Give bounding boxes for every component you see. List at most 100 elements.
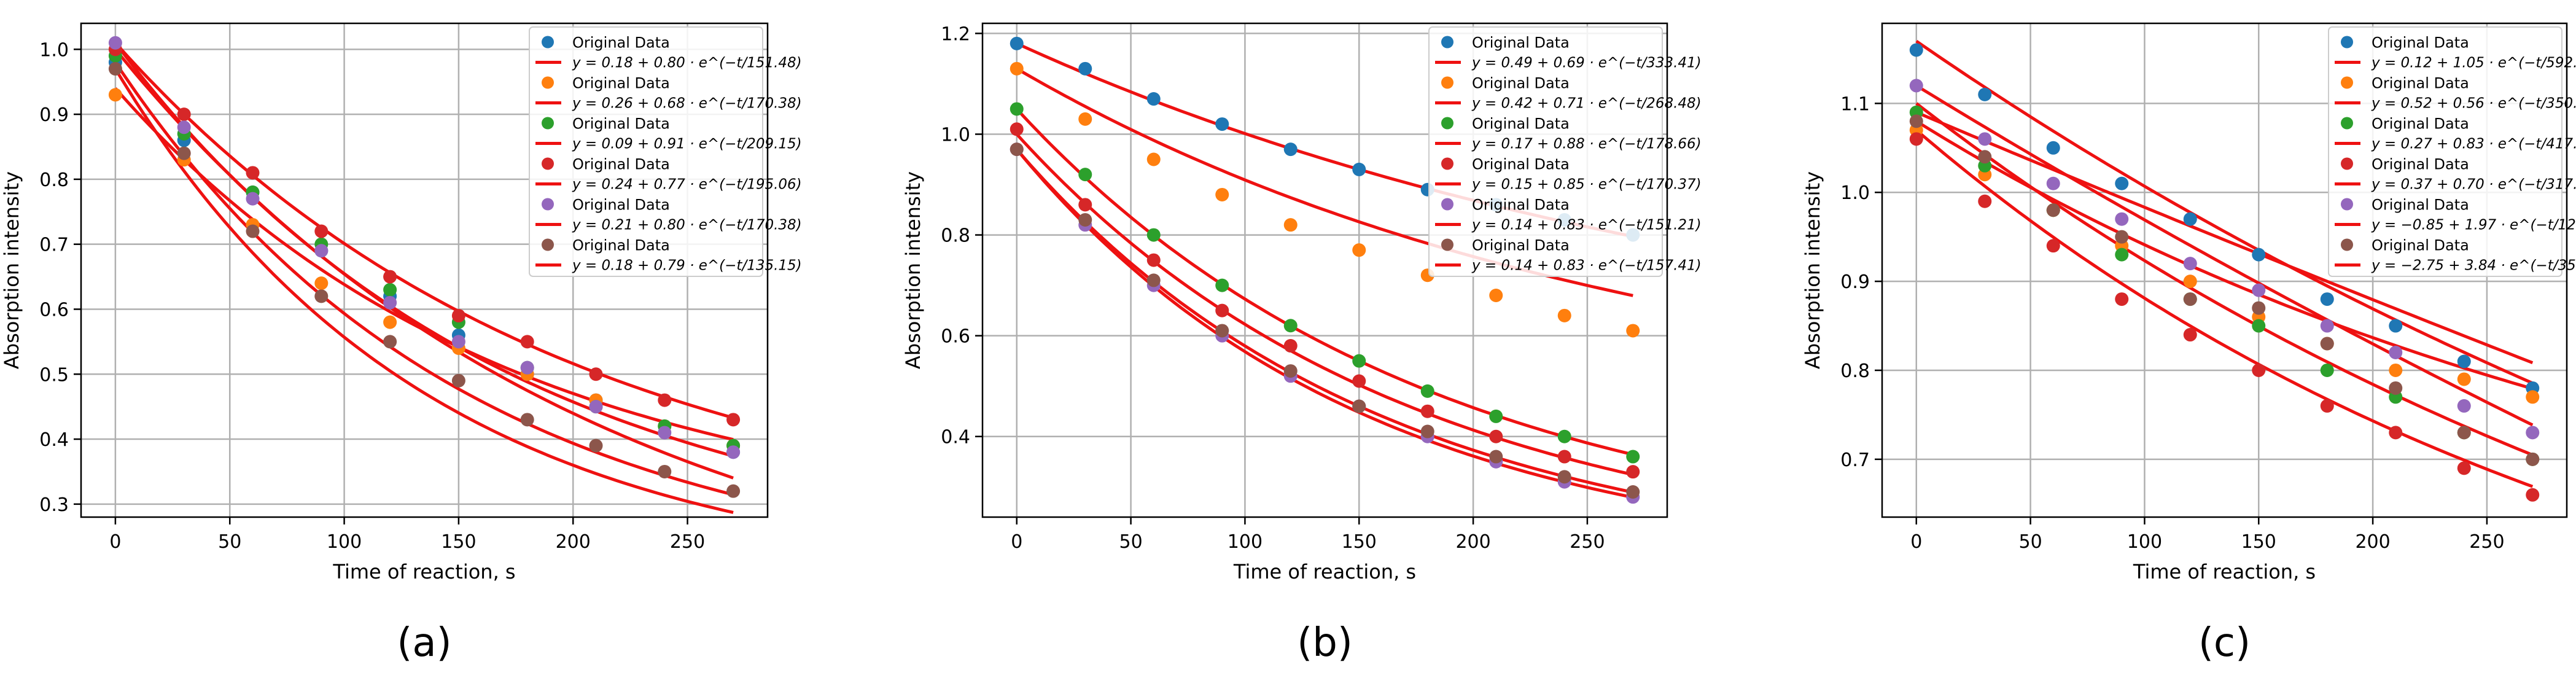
data-point-series-4 [2389, 426, 2403, 440]
data-point-series-1 [2183, 212, 2197, 226]
data-point-series-1 [1352, 162, 1366, 176]
legend-entry-data: Original Data [1472, 115, 1570, 133]
x-tick-label: 250 [2469, 531, 2504, 553]
y-tick-label: 0.3 [39, 494, 69, 516]
data-point-series-4 [520, 335, 534, 349]
legend-entry-data: Original Data [1472, 34, 1570, 52]
data-point-series-6 [2115, 230, 2129, 244]
y-tick-label: 0.8 [1840, 361, 1870, 382]
y-tick-label: 0.4 [941, 427, 970, 448]
legend-entry-data: Original Data [1472, 156, 1570, 173]
x-axis-label: Time of reaction, s [332, 560, 515, 583]
data-point-series-6 [1010, 142, 1024, 157]
data-point-series-2 [2389, 363, 2403, 377]
x-tick-label: 150 [1342, 531, 1377, 553]
legend: Original Data y = 0.12 + 1.05 · e^(−t/592… [2328, 26, 2576, 277]
data-point-series-4 [1626, 465, 1640, 479]
y-tick-label: 0.6 [39, 299, 69, 321]
legend-marker [542, 238, 554, 251]
data-point-series-5 [2389, 346, 2403, 359]
y-tick-label: 1.0 [941, 124, 970, 146]
data-point-series-4 [1010, 122, 1024, 136]
y-axis-label: Absorption intensity [901, 171, 925, 369]
data-point-series-3 [1010, 102, 1024, 116]
legend-entry-fit: y = 0.17 + 0.88 · e^(−t/178.66) [1471, 136, 1702, 152]
legend-marker [2341, 117, 2353, 130]
legend-entry-fit: y = 0.18 + 0.79 · e^(−t/135.15) [572, 258, 802, 274]
data-point-series-1 [1010, 36, 1024, 50]
y-tick-label: 1.2 [941, 23, 970, 45]
data-point-series-5 [177, 120, 191, 134]
legend-entry-fit: y = 0.15 + 0.85 · e^(−t/170.37) [1471, 177, 1702, 193]
data-point-series-4 [589, 367, 603, 381]
data-point-series-6 [2457, 426, 2471, 440]
fit-line-series-3 [1015, 107, 1633, 456]
data-point-series-6 [1078, 212, 1092, 227]
data-point-series-3 [2115, 248, 2129, 262]
legend-marker [1441, 157, 1453, 170]
data-point-series-4 [1078, 198, 1092, 212]
legend-entry-data: Original Data [2372, 237, 2469, 254]
legend-marker [2341, 238, 2353, 251]
x-tick-label: 250 [670, 531, 705, 553]
y-tick-label: 0.9 [39, 104, 69, 126]
fit-line-series-3 [1915, 102, 2534, 457]
fit-line-series-1 [1915, 39, 2534, 385]
legend-entry-data: Original Data [2372, 156, 2469, 173]
data-point-series-6 [2320, 337, 2334, 351]
data-point-series-2 [1146, 152, 1161, 166]
data-point-series-4 [2252, 363, 2266, 377]
data-point-series-2 [1078, 112, 1092, 126]
data-point-series-2 [314, 276, 329, 290]
data-point-series-6 [314, 289, 329, 303]
axes-frame [80, 22, 769, 518]
data-point-series-4 [1283, 339, 1298, 353]
y-axis-ticks: 0.7 0.8 0.9 1.0 1.1 [1840, 93, 1882, 471]
legend-entry-data: Original Data [572, 34, 670, 52]
y-axis-ticks: 0.3 0.4 0.5 0.6 0.7 0.8 0.9 1.0 [39, 39, 81, 516]
data-point-series-5 [520, 361, 534, 375]
legend-marker [542, 76, 554, 89]
x-axis-label: Time of reaction, s [1233, 560, 1416, 583]
data-point-series-5 [589, 400, 603, 414]
panel-label: (b) [1297, 620, 1353, 666]
legend-marker [542, 36, 554, 49]
data-point-series-6 [1215, 324, 1229, 338]
fit-line-series-1 [114, 61, 734, 496]
y-tick-label: 1.1 [1840, 93, 1870, 115]
data-point-series-5 [108, 36, 122, 50]
x-tick-label: 200 [556, 531, 591, 553]
data-point-series-3 [1215, 278, 1229, 292]
data-point-series-5 [658, 426, 672, 440]
data-point-series-2 [1283, 218, 1298, 232]
legend-entry-fit: y = 0.52 + 0.56 · e^(−t/350.84) [2371, 96, 2576, 112]
data-point-series-4 [1420, 404, 1434, 418]
data-point-series-2 [108, 88, 122, 102]
legend-entry-data: Original Data [2372, 34, 2469, 52]
x-tick-label: 100 [1228, 531, 1263, 553]
data-point-series-6 [1283, 364, 1298, 378]
fit-line-series-2 [1915, 120, 2533, 391]
data-point-series-4 [1215, 303, 1229, 318]
fit-line-series-4 [1915, 128, 2534, 488]
data-point-series-1 [1283, 142, 1298, 157]
data-point-series-2 [1215, 187, 1229, 201]
data-point-series-3 [383, 283, 397, 297]
chart-panel-1: 0 50 100 150 200 250 0.3 0.4 0.5 0.6 0.7 0.8 0.9 1.0 T… [0, 22, 802, 666]
data-point-series-3 [1352, 354, 1366, 368]
data-point-series-6 [1626, 485, 1640, 499]
data-point-series-6 [1557, 470, 1571, 484]
legend-entry-data: Original Data [2372, 115, 2469, 133]
data-point-series-6 [451, 373, 465, 388]
legend-marker [542, 198, 554, 211]
axes-frame [981, 22, 1668, 518]
legend-marker [1441, 76, 1453, 89]
data-point-series-6 [383, 335, 397, 349]
legend-entry-fit: y = 0.21 + 0.80 · e^(−t/170.38) [572, 217, 802, 233]
fit-line-series-4 [1015, 133, 1633, 477]
legend-entry-fit: y = 0.14 + 0.83 · e^(−t/157.41) [1471, 258, 1702, 274]
x-tick-label: 0 [109, 531, 121, 553]
x-axis-label: Time of reaction, s [2133, 560, 2316, 583]
legend-entry-fit: y = 0.27 + 0.83 · e^(−t/417.72) [2371, 136, 2576, 152]
x-tick-label: 50 [1119, 531, 1142, 553]
